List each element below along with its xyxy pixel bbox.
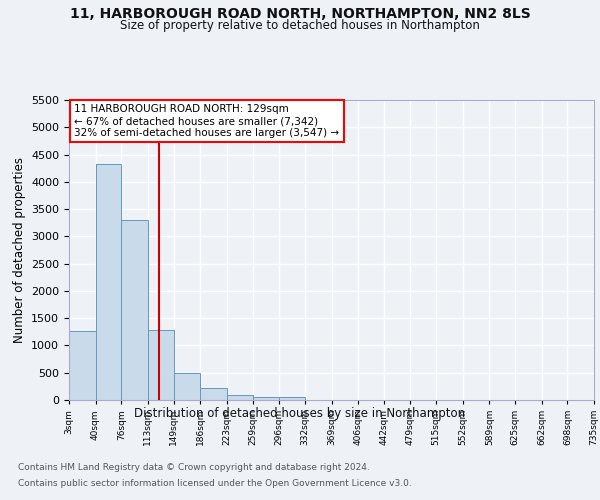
Bar: [279, 398, 305, 400]
Bar: [174, 374, 200, 400]
Text: Size of property relative to detached houses in Northampton: Size of property relative to detached ho…: [120, 18, 480, 32]
Bar: [200, 388, 227, 400]
Text: Contains public sector information licensed under the Open Government Licence v3: Contains public sector information licen…: [18, 478, 412, 488]
Text: Distribution of detached houses by size in Northampton: Distribution of detached houses by size …: [134, 408, 466, 420]
Text: 11, HARBOROUGH ROAD NORTH, NORTHAMPTON, NN2 8LS: 11, HARBOROUGH ROAD NORTH, NORTHAMPTON, …: [70, 8, 530, 22]
Text: Contains HM Land Registry data © Crown copyright and database right 2024.: Contains HM Land Registry data © Crown c…: [18, 464, 370, 472]
Text: 11 HARBOROUGH ROAD NORTH: 129sqm
← 67% of detached houses are smaller (7,342)
32: 11 HARBOROUGH ROAD NORTH: 129sqm ← 67% o…: [74, 104, 340, 138]
Bar: [253, 396, 279, 400]
Bar: [227, 395, 253, 400]
Bar: [95, 164, 121, 400]
Bar: [148, 330, 174, 400]
Bar: [69, 330, 95, 400]
Bar: [121, 220, 148, 400]
Y-axis label: Number of detached properties: Number of detached properties: [13, 157, 26, 343]
